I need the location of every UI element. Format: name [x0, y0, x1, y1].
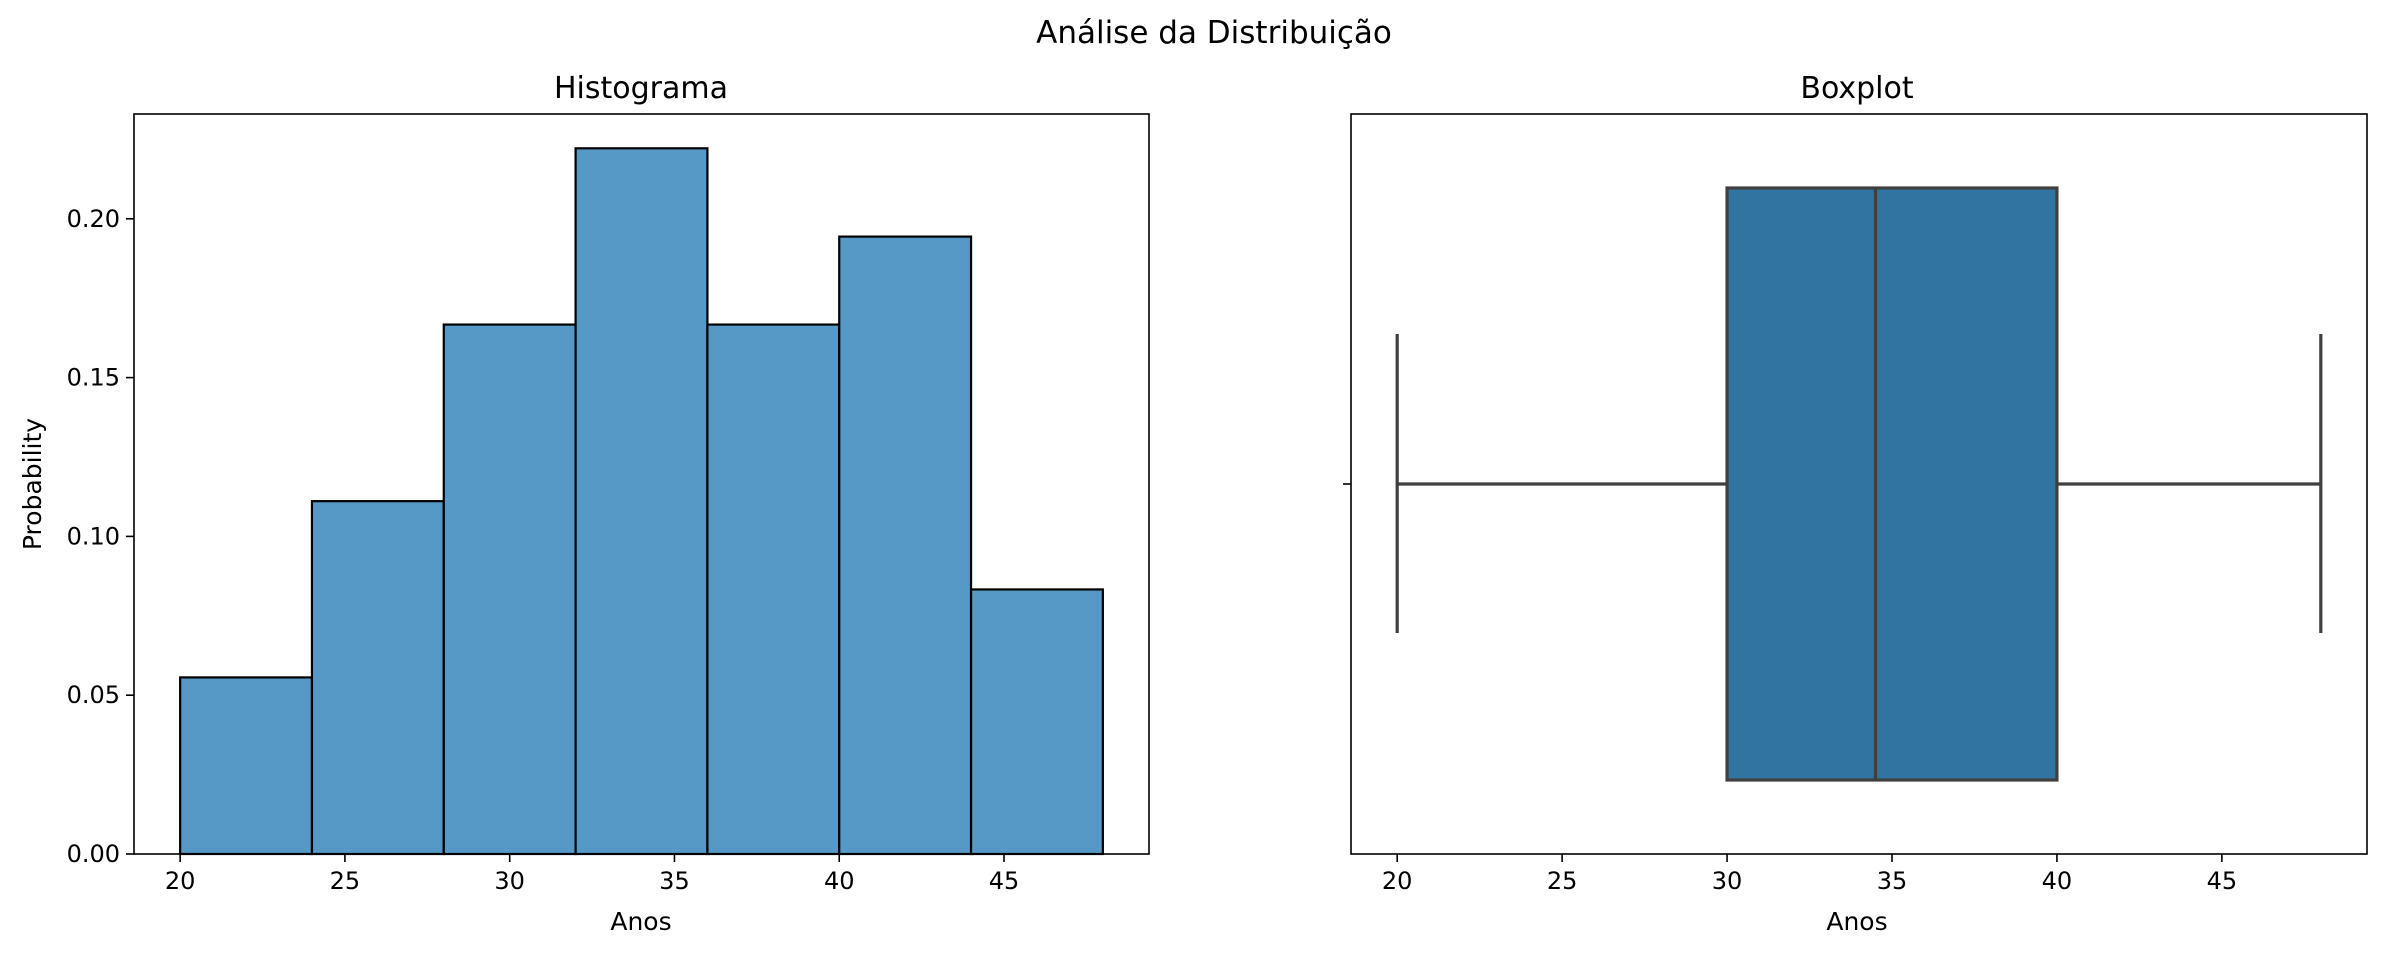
histogram-x-tick-label: 35	[659, 867, 690, 895]
histogram-y-tick-label: 0.00	[67, 840, 120, 868]
histogram-frame	[133, 113, 1150, 855]
histogram-axes: Histograma 20 25 30 35 40 45 0.00 0.05 0.10 0.15…	[18, 71, 1150, 936]
boxplot-box	[1725, 186, 2059, 782]
boxplot-x-tick-label: 40	[2042, 867, 2073, 895]
boxplot-x-tick-label: 45	[2207, 867, 2238, 895]
figure-suptitle: Análise da Distribuição	[1036, 15, 1392, 51]
histogram-y-tick-label: 0.10	[67, 522, 120, 550]
histogram-y-ticks: 0.00 0.05 0.10 0.15 0.20	[67, 205, 134, 868]
histogram-x-tick-label: 25	[330, 867, 361, 895]
histogram-x-tick-label: 45	[989, 867, 1020, 895]
histogram-bars	[179, 147, 1104, 856]
histogram-y-tick-label: 0.20	[67, 205, 120, 233]
boxplot-x-tick-label: 30	[1712, 867, 1743, 895]
histogram-y-axis-label: Probability	[18, 418, 47, 550]
histogram-x-axis-label: Anos	[610, 907, 671, 936]
boxplot-x-axis-label: Anos	[1826, 907, 1887, 936]
boxplot-marks	[1395, 186, 2323, 782]
histogram-x-tick-label: 40	[824, 867, 855, 895]
histogram-bar	[969, 588, 1104, 856]
histogram-bar	[179, 676, 314, 856]
histogram-title: Histograma	[554, 71, 728, 106]
histogram-x-ticks: 20 25 30 35 40 45	[165, 854, 1019, 895]
histogram-bar	[574, 147, 709, 856]
boxplot-x-tick-label: 25	[1547, 867, 1578, 895]
boxplot-axes: Boxplot 20 25 30 35 40 45 Anos	[1343, 71, 2368, 936]
boxplot-title: Boxplot	[1800, 71, 1913, 106]
histogram-bar	[706, 323, 841, 856]
histogram-x-tick-label: 30	[494, 867, 525, 895]
histogram-bar	[838, 235, 973, 856]
histogram-y-tick-label: 0.15	[67, 364, 120, 392]
histogram-bar	[442, 323, 577, 856]
histogram-y-tick-label: 0.05	[67, 681, 120, 709]
histogram-x-tick-label: 20	[165, 867, 196, 895]
histogram-bar	[310, 500, 445, 856]
boxplot-x-ticks: 20 25 30 35 40 45	[1382, 854, 2237, 895]
boxplot-x-tick-label: 35	[1877, 867, 1908, 895]
boxplot-x-tick-label: 20	[1382, 867, 1413, 895]
